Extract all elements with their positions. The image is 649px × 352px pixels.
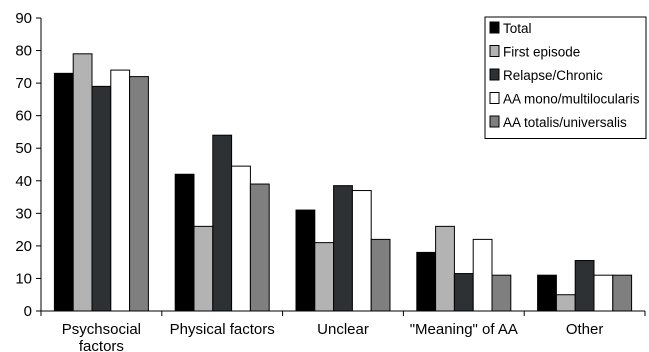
legend-label: AA totalis/universalis — [503, 115, 627, 130]
bar — [174, 173, 195, 312]
x-category-label-line: Physical factors — [170, 321, 275, 338]
x-category-label-line: Unclear — [317, 321, 369, 338]
bar — [193, 225, 214, 312]
y-tick-label: 50 — [15, 140, 32, 157]
bar — [231, 165, 251, 312]
legend-box — [484, 16, 647, 139]
legend-swatch — [489, 45, 500, 57]
y-tick-label: 10 — [15, 270, 32, 287]
x-category-label: Other — [566, 321, 604, 338]
bar — [555, 294, 576, 312]
legend-label: AA mono/multilocularis — [503, 92, 640, 107]
bar — [537, 274, 557, 312]
legend-label: First episode — [503, 45, 580, 60]
x-category-label-line: Other — [566, 321, 604, 338]
bar — [370, 238, 391, 312]
x-category-label: "Meaning" of AA — [410, 321, 518, 338]
y-tick-label: 30 — [15, 205, 32, 222]
x-category-label: Physical factors — [170, 321, 275, 338]
bar — [351, 190, 372, 312]
bar — [435, 225, 455, 312]
y-tick-label: 20 — [15, 238, 32, 255]
bar — [295, 209, 316, 312]
bar — [72, 53, 93, 312]
bar — [472, 238, 493, 312]
bar — [416, 251, 437, 312]
x-category-label: Unclear — [317, 321, 369, 338]
bar — [574, 260, 595, 312]
y-tick-label: 0 — [24, 303, 32, 320]
y-tick-label: 60 — [15, 108, 32, 125]
bar — [333, 185, 353, 312]
bar — [129, 76, 149, 312]
x-category-label-line: factors — [79, 338, 124, 352]
legend-swatch — [489, 21, 500, 34]
legend-swatch — [489, 92, 500, 104]
x-category-label-line: Psychsocial — [62, 321, 141, 338]
bar — [110, 69, 131, 312]
x-category-label-line: "Meaning" of AA — [410, 321, 518, 338]
bar — [593, 274, 614, 312]
y-tick-label: 40 — [15, 173, 32, 190]
bar — [91, 85, 112, 312]
x-category-label: Psychsocial factors — [62, 321, 141, 352]
legend-label: Total — [503, 21, 532, 36]
legend-swatch — [489, 68, 500, 81]
y-tick-label: 80 — [15, 43, 32, 60]
legend-swatch — [489, 115, 500, 128]
bar — [453, 273, 474, 312]
y-tick-label: 90 — [15, 10, 32, 27]
y-axis: 0 10 20 30 40 50 60 70 80 90 — [15, 10, 42, 320]
legend-label: Relapse/Chronic — [503, 68, 603, 83]
y-tick-label: 70 — [15, 75, 32, 92]
x-axis: Psychsocial factors Physical factors Unclea… — [40, 310, 646, 352]
bar — [314, 242, 335, 312]
bar — [249, 183, 270, 312]
bar — [612, 274, 633, 312]
bar — [491, 274, 512, 312]
bar — [53, 72, 74, 312]
bar — [212, 134, 233, 312]
legend: Total First episode Relapse/Chronic AA mono… — [484, 16, 647, 139]
